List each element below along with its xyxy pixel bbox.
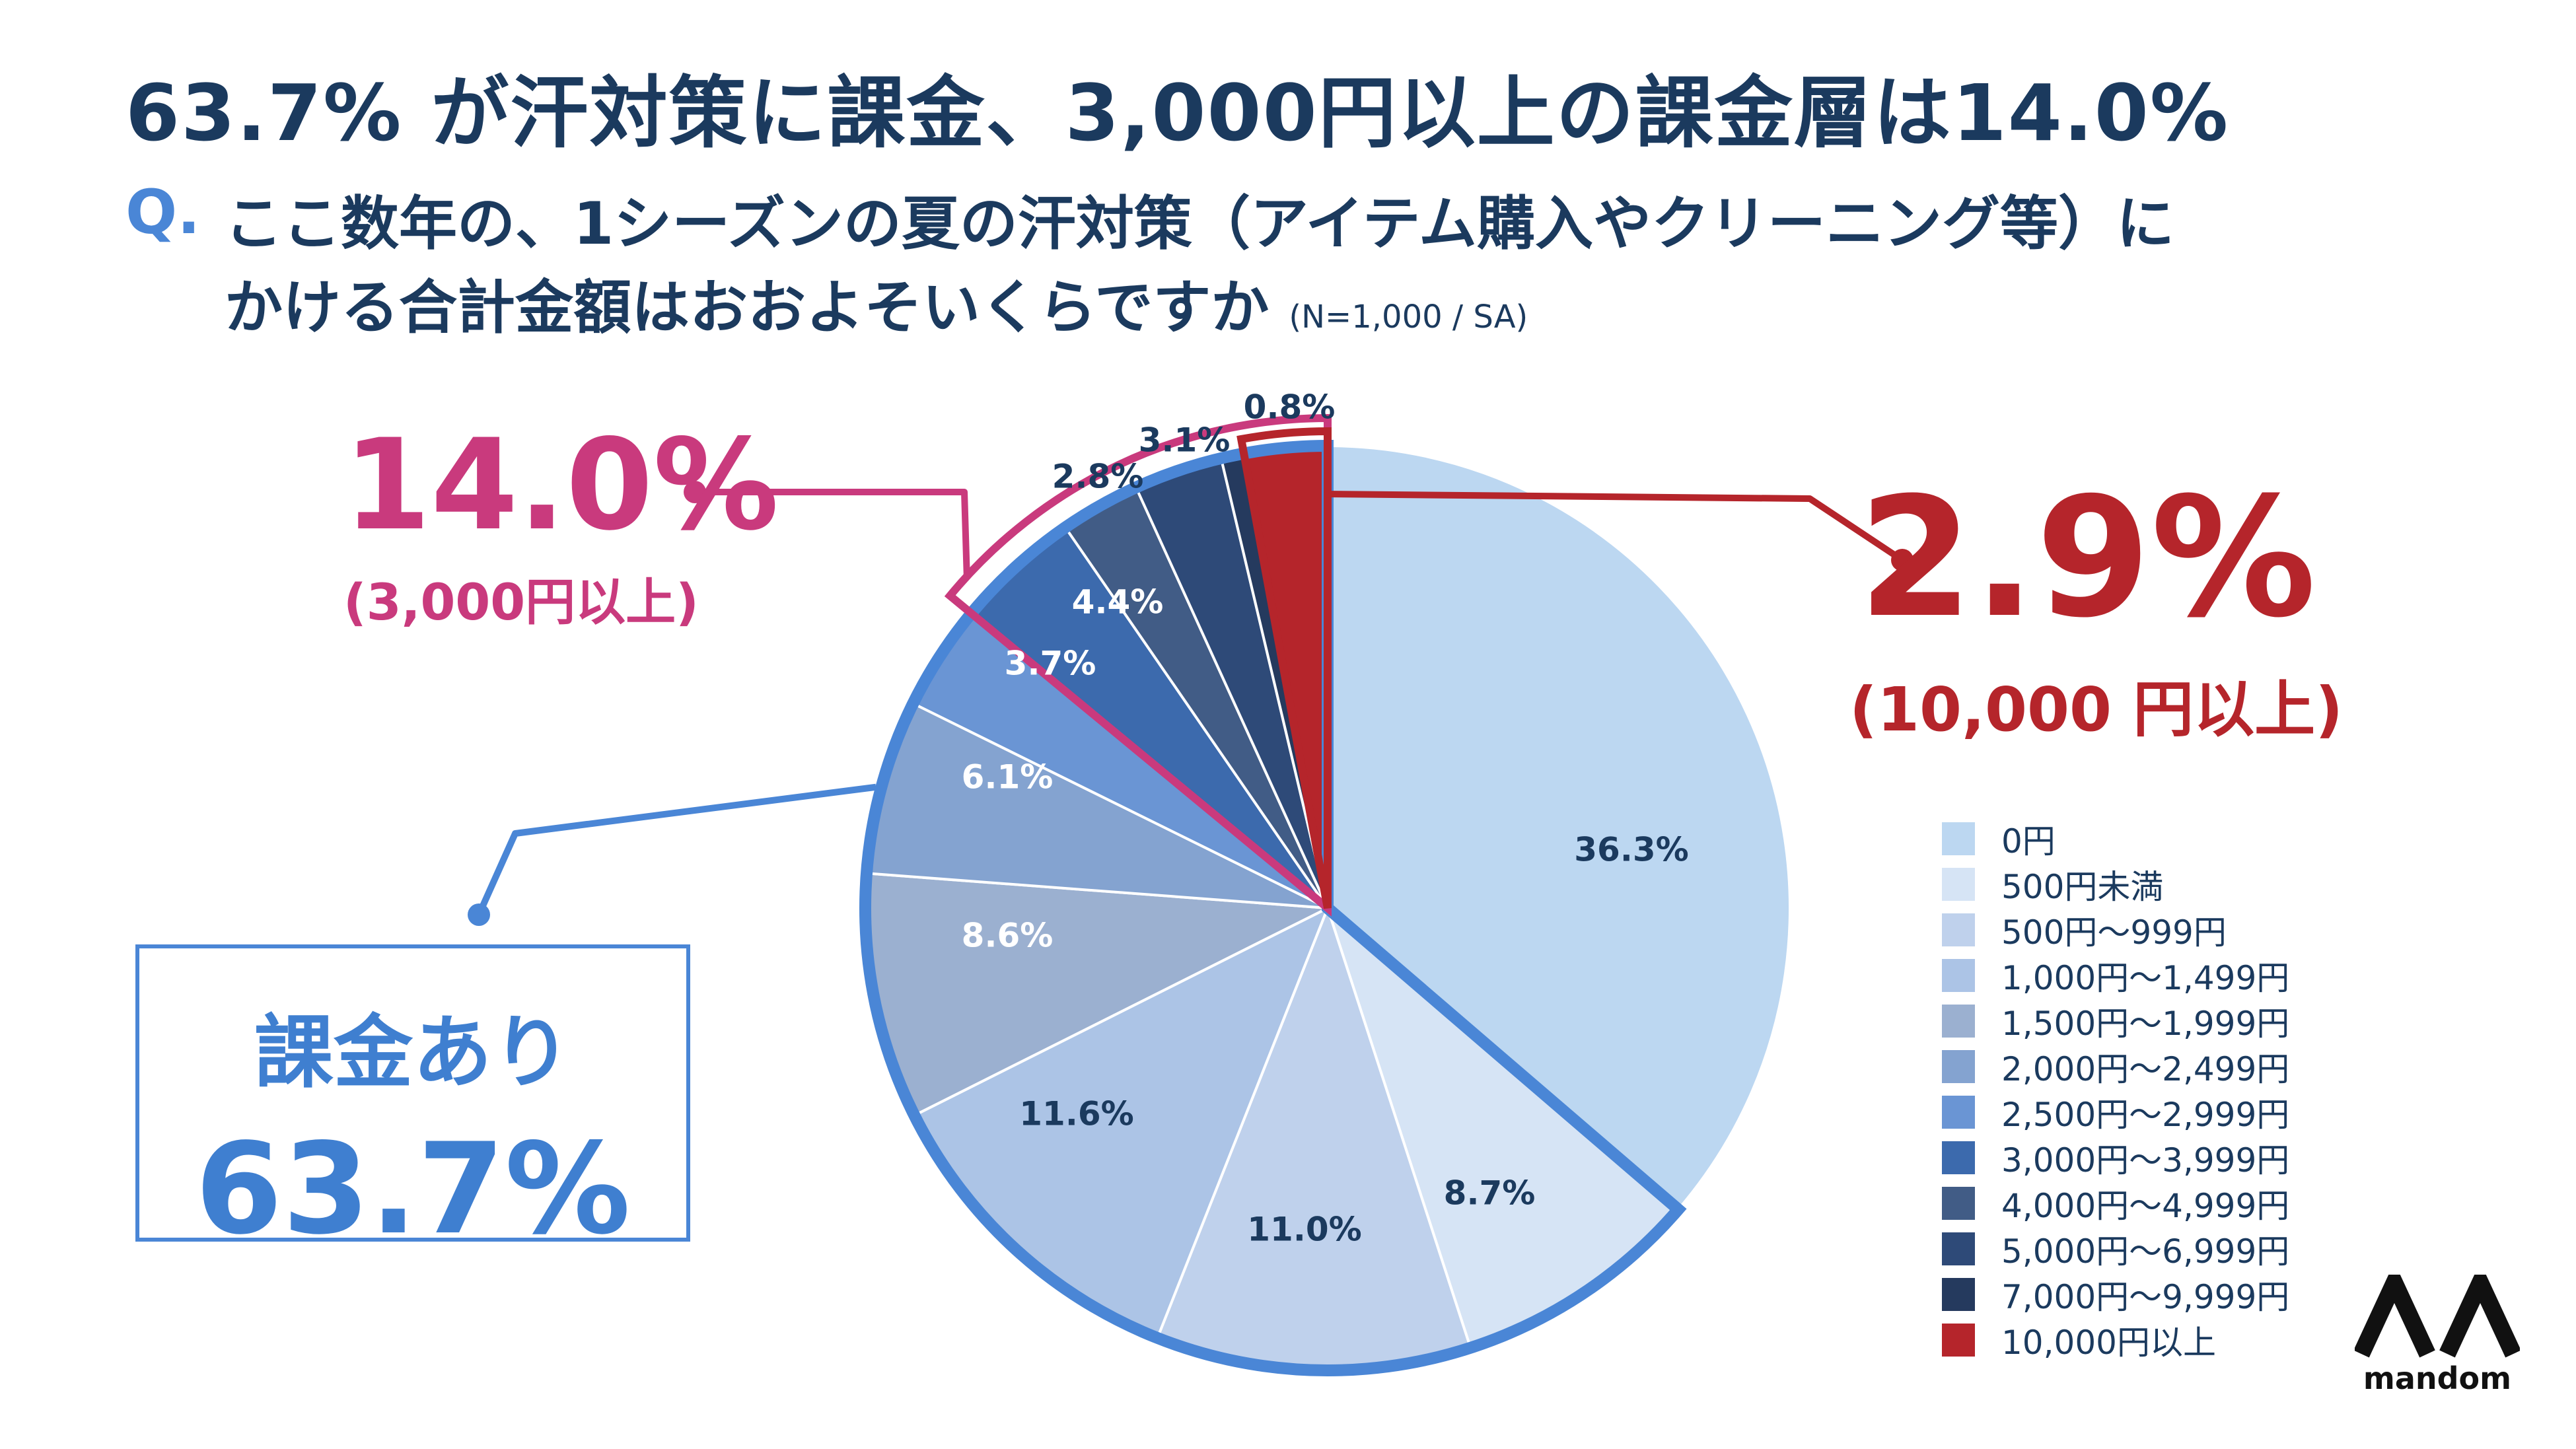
callout-3000-plus-value: 14.0%: [343, 412, 779, 558]
question-line-1: ここ数年の、1シーズンの夏の汗対策（アイテム購入やクリーニング等）に: [225, 190, 2175, 258]
legend-label: 1,000円〜1,499円: [2001, 958, 2290, 997]
legend-label: 1,500円〜1,999円: [2001, 1004, 2290, 1043]
paying-summary-label: 課金あり: [254, 1007, 571, 1099]
slice-label-5: 8.6%: [962, 917, 1054, 955]
legend-label: 7,000円〜9,999円: [2001, 1277, 2290, 1316]
callout-10000-plus: 2.9% (10,000 円以上): [1849, 462, 2343, 748]
legend-label: 500円未満: [2001, 867, 2164, 906]
legend-item-3: 500円〜999円: [1942, 907, 2289, 952]
legend-item-4: 1,000円〜1,499円: [1942, 952, 2289, 998]
legend-swatch: [1942, 1232, 1975, 1265]
paying-leader-line: [476, 783, 877, 917]
legend-swatch: [1942, 913, 1975, 946]
legend-item-11: 7,000円〜9,999円: [1942, 1271, 2289, 1317]
legend-swatch: [1942, 1323, 1975, 1357]
paying-summary-value: 63.7%: [195, 1116, 631, 1262]
legend-swatch: [1942, 1186, 1975, 1220]
leader-10000-dot: [1891, 549, 1914, 571]
slice-label-9: 2.8%: [1052, 458, 1144, 496]
legend-swatch: [1942, 958, 1975, 992]
legend-item-7: 2,500円〜2,999円: [1942, 1089, 2289, 1135]
legend-label: 0円: [2001, 822, 2056, 861]
page-title: 63.7% が汗対策に課金、3,000円以上の課金層は14.0%: [125, 67, 2230, 159]
group-outlines: [859, 413, 1687, 1376]
legend-label: 5,000円〜6,999円: [2001, 1232, 2290, 1271]
legend-item-5: 1,500円〜1,999円: [1942, 998, 2289, 1043]
legend-swatch: [1942, 1004, 1975, 1038]
legend-label: 3,000円〜3,999円: [2001, 1141, 2290, 1180]
slice-label-3: 11.0%: [1247, 1211, 1361, 1249]
legend-swatch: [1942, 867, 1975, 901]
slice-label-1: 36.3%: [1574, 831, 1688, 869]
question-line-2-text: かける合計金額はおおよそいくらですか: [225, 273, 1270, 341]
legend-label: 2,500円〜2,999円: [2001, 1095, 2290, 1134]
slice-label-10: 3.1%: [1139, 421, 1231, 460]
callout-3000-plus: 14.0% (3,000円以上): [343, 412, 779, 634]
slice-labels: 36.3% 8.7% 11.0% 11.6% 8.6% 6.1% 3.7% 4.4% 2.8%3…: [962, 388, 1689, 1249]
legend-label: 2,000円〜2,499円: [2001, 1049, 2290, 1088]
legend-item-8: 3,000円〜3,999円: [1942, 1135, 2289, 1180]
callout-10000-plus-label: (10,000 円以上): [1849, 674, 2343, 745]
slice-label-6: 6.1%: [962, 758, 1054, 796]
logo-text: mandom: [2363, 1361, 2512, 1396]
slice-label-4: 11.6%: [1019, 1095, 1133, 1133]
chart-legend: 0円 500円未満 500円〜999円 1,000円〜1,499円 1,500円〜1,9…: [1942, 816, 2289, 1362]
slice-label-11: 0.8%: [1244, 388, 1336, 427]
paying-summary-box: 課金あり 63.7%: [135, 944, 690, 1262]
paying-leader-dot: [468, 903, 490, 926]
legend-item-6: 2,000円〜2,499円: [1942, 1043, 2289, 1089]
pie-slice-1: [1326, 444, 1791, 1212]
legend-item-1: 0円: [1942, 816, 2289, 861]
legend-label: 10,000円以上: [2001, 1323, 2216, 1362]
group-outline-3: [1236, 427, 1332, 909]
legend-swatch: [1942, 1095, 1975, 1129]
mandom-logo: mandom: [2351, 1275, 2523, 1396]
slice-label-8: 4.4%: [1072, 583, 1164, 621]
slice-label-2: 8.7%: [1444, 1174, 1536, 1213]
mandom-logo-mark: [2355, 1275, 2520, 1358]
legend-item-9: 4,000円〜4,999円: [1942, 1180, 2289, 1226]
legend-label: 4,000円〜4,999円: [2001, 1186, 2290, 1225]
slice-label-7: 3.7%: [1005, 645, 1096, 683]
legend-item-12: 10,000円以上: [1942, 1317, 2289, 1362]
legend-item-10: 5,000円〜6,999円: [1942, 1226, 2289, 1271]
question-prefix: Q.: [125, 177, 201, 248]
legend-swatch: [1942, 1277, 1975, 1311]
leader-3000-line: [695, 489, 970, 577]
legend-swatch: [1942, 1049, 1975, 1083]
leader-3000-dot: [684, 481, 706, 503]
legend-label: 500円〜999円: [2001, 913, 2227, 952]
leader-10000-line: [1324, 491, 1904, 563]
group-outline-2: [944, 413, 1332, 917]
legend-swatch: [1942, 1141, 1975, 1174]
sample-note: (N=1,000 / SA): [1289, 299, 1528, 336]
callout-10000-plus-value: 2.9%: [1858, 462, 2316, 654]
legend-item-2: 500円未満: [1942, 861, 2289, 907]
question-line-2: かける合計金額はおおよそいくらですか (N=1,000 / SA): [225, 261, 1528, 345]
legend-swatch: [1942, 822, 1975, 855]
callout-leaders: [468, 481, 1914, 926]
callout-3000-plus-label: (3,000円以上): [343, 573, 699, 631]
group-outline-1: [859, 439, 1687, 1376]
